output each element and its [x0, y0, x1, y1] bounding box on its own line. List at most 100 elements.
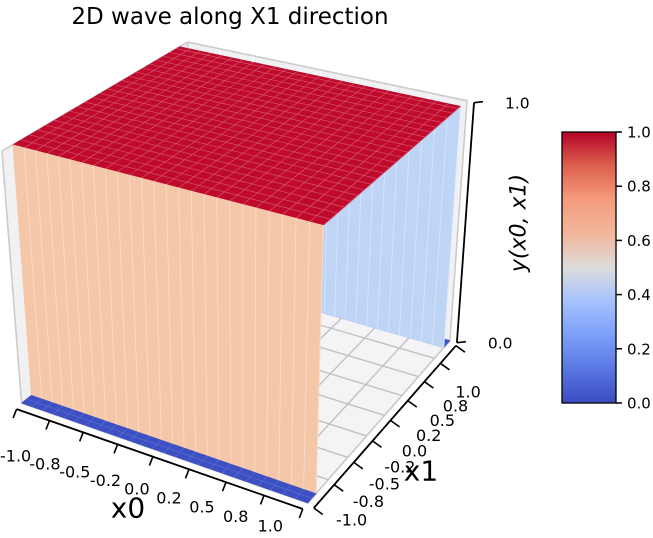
- surface-mesh: [443, 106, 461, 348]
- surface-mesh: [69, 57, 233, 160]
- surface-mesh: [93, 62, 254, 166]
- colorbar-tick-label: 0.8: [627, 178, 651, 196]
- surface-mesh: [203, 194, 208, 457]
- x1-axis: -1.0-0.8-0.5-0.20.00.20.50.81.0: [313, 345, 481, 530]
- x0-tick-label: 0.0: [124, 480, 149, 499]
- x0-tick: [259, 495, 265, 505]
- x0-tick-label: 0.2: [156, 489, 181, 508]
- x1-tick: [313, 507, 324, 516]
- x1-tick-label: 1.0: [455, 382, 480, 401]
- surface-mesh: [282, 98, 425, 215]
- surface-mesh: [105, 64, 265, 169]
- surface-mesh: [23, 147, 43, 399]
- x1-tick: [455, 345, 466, 353]
- surface-mesh: [81, 162, 96, 418]
- x1-tick: [407, 399, 418, 408]
- z-axis: 0.0 1.0: [456, 95, 530, 353]
- z-tick: [473, 100, 484, 104]
- surface-mesh: [216, 85, 366, 198]
- surface-mesh: [203, 83, 354, 195]
- x0-tick-label: -0.8: [29, 454, 60, 473]
- x1-tick-label: 0.2: [416, 426, 441, 445]
- surface-mesh: [278, 214, 283, 481]
- x0-axis-line: [16, 408, 304, 510]
- wave-surface: [12, 46, 462, 504]
- x0-tick: [298, 508, 304, 519]
- surface-mesh: [216, 197, 220, 461]
- x1-tick: [353, 461, 364, 470]
- x0-tick: [221, 481, 227, 492]
- surface-mesh: [46, 153, 64, 407]
- surface-mesh: [122, 80, 414, 148]
- surface-mesh: [303, 221, 311, 490]
- surface-mesh: [169, 52, 453, 114]
- z-tick: [456, 340, 466, 344]
- x1-tick-label: 0.8: [443, 396, 468, 415]
- surface-mesh: [92, 165, 107, 421]
- x1-tick: [333, 484, 344, 492]
- x0-tick: [78, 432, 84, 442]
- surface-mesh: [23, 48, 191, 149]
- x0-axis: -1.0-0.8-0.5 -0.2 0.0 0.2 0.5 0.8 1.0: [0, 408, 304, 535]
- surface-mesh: [35, 50, 201, 151]
- surface-mesh: [268, 95, 413, 212]
- pane-edge: [307, 340, 451, 504]
- z-tick-label: 0.0: [488, 335, 513, 353]
- surface-mesh: [153, 73, 309, 182]
- colorbar-tick-label: 0.2: [627, 340, 651, 358]
- x0-tick-label: -1.0: [0, 446, 31, 465]
- surface-mesh: [149, 63, 437, 128]
- colorbar-tick-label: 0.0: [627, 395, 651, 413]
- x1-tick-label: 0.0: [402, 441, 427, 460]
- surface-mesh: [163, 55, 448, 119]
- surface-mesh: [136, 71, 426, 138]
- surface-mesh: [421, 101, 437, 342]
- surface-mesh: [254, 207, 257, 473]
- surface-mesh: [143, 67, 431, 133]
- surface-mesh: [21, 139, 331, 220]
- surface-mesh: [37, 129, 345, 208]
- x1-axis-label: x1: [403, 454, 439, 488]
- x1-tick-label: 0.5: [430, 411, 455, 430]
- surface-mesh: [290, 218, 297, 486]
- surface-mesh: [69, 159, 85, 414]
- pane-edge: [449, 100, 468, 341]
- surface-mesh: [26, 398, 313, 499]
- surface-mesh: [190, 190, 197, 453]
- surface-mesh: [165, 184, 174, 445]
- x1-tick-label: -0.5: [369, 475, 400, 494]
- surface-mesh: [100, 92, 396, 163]
- surface-mesh: [62, 115, 365, 191]
- x1-tick: [372, 440, 382, 449]
- surface-mesh: [156, 59, 442, 123]
- x1-tick-label: -1.0: [336, 511, 367, 530]
- colorbar-tick-label: 0.6: [627, 232, 651, 250]
- surface-mesh: [129, 75, 420, 143]
- plot-title: 2D wave along X1 direction: [71, 4, 389, 30]
- surface-mesh: [266, 211, 270, 477]
- surface-mesh: [57, 156, 74, 410]
- x1-tick-label: -0.2: [384, 458, 415, 477]
- surface-mesh: [58, 55, 222, 157]
- x0-tick: [184, 469, 190, 479]
- surface-mesh: [81, 59, 243, 163]
- colorbar-bar: [561, 131, 617, 404]
- surface-mesh: [432, 103, 449, 345]
- surface-mesh: [165, 76, 320, 185]
- pane-edge: [187, 41, 468, 102]
- surface-mesh: [229, 88, 377, 202]
- x0-tick: [113, 444, 119, 454]
- x0-tick: [148, 456, 154, 466]
- x0-tick: [12, 408, 18, 419]
- surface-mesh: [77, 106, 378, 179]
- surface-mesh: [309, 103, 449, 222]
- surface-mesh: [191, 80, 343, 192]
- surface-mesh: [128, 174, 140, 433]
- colorbar-tick-label: 1.0: [627, 124, 651, 142]
- surface-mesh: [46, 124, 352, 202]
- surface-mesh: [92, 97, 390, 169]
- x1-tick-label: -0.8: [353, 492, 384, 511]
- x1-tick: [423, 380, 434, 389]
- surface-mesh: [46, 53, 211, 154]
